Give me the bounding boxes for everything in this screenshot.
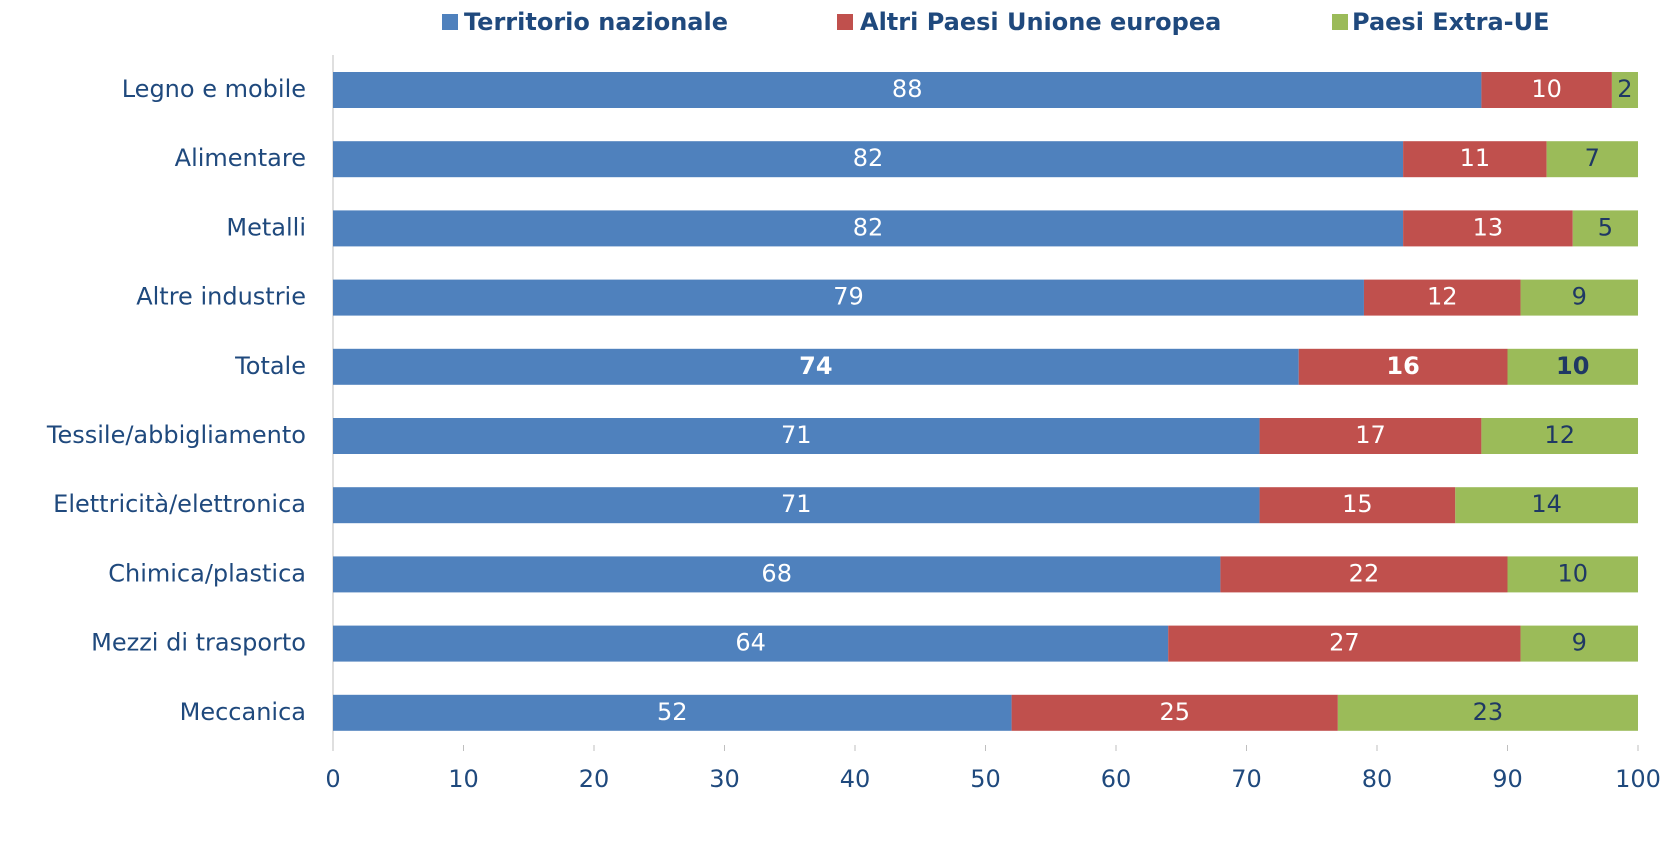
category-label: Tessile/abbigliamento <box>46 421 306 449</box>
bar-segment <box>1520 625 1638 662</box>
x-tick-label: 10 <box>448 765 479 793</box>
bar-segment <box>1403 210 1573 247</box>
category-label: Alimentare <box>175 144 306 172</box>
value-label: 68 <box>761 559 792 587</box>
legend-swatch <box>1332 14 1348 30</box>
category-label: Metalli <box>226 213 306 241</box>
value-label: 71 <box>781 490 812 518</box>
value-label: 16 <box>1386 352 1419 380</box>
bar-segment <box>1259 418 1482 454</box>
value-label: 10 <box>1557 559 1588 587</box>
value-label: 64 <box>735 629 766 657</box>
bar-segment <box>333 487 1260 524</box>
value-label: 17 <box>1355 421 1386 449</box>
bar-segment <box>333 279 1364 316</box>
value-label: 5 <box>1598 213 1613 241</box>
bar-segment <box>1572 210 1638 247</box>
value-label: 9 <box>1572 629 1587 657</box>
x-tick-label: 70 <box>1231 765 1262 793</box>
legend-label: Paesi Extra-UE <box>1352 8 1550 36</box>
legend-label: Territorio nazionale <box>464 8 728 36</box>
x-tick-label: 40 <box>840 765 871 793</box>
value-label: 15 <box>1342 490 1373 518</box>
value-label: 7 <box>1585 144 1600 172</box>
value-label: 88 <box>892 75 923 103</box>
value-label: 10 <box>1531 75 1562 103</box>
bar-segment <box>1168 625 1521 662</box>
x-tick-label: 20 <box>579 765 610 793</box>
x-tick-label: 80 <box>1362 765 1393 793</box>
value-label: 11 <box>1460 144 1491 172</box>
value-label: 82 <box>853 144 884 172</box>
bar-segment <box>1259 487 1456 524</box>
bar-segment <box>333 418 1260 454</box>
bar-segment <box>1220 556 1508 593</box>
legend-label: Altri Paesi Unione europea <box>860 8 1221 36</box>
bar-segment <box>1481 72 1612 108</box>
bar-segment <box>1403 141 1547 178</box>
value-label: 79 <box>833 283 864 311</box>
bar-segment <box>1363 279 1521 316</box>
bar-segment <box>333 210 1404 247</box>
value-label: 52 <box>657 698 688 726</box>
legend-swatch <box>837 14 853 30</box>
value-label: 2 <box>1617 75 1632 103</box>
bar-segment <box>1298 348 1508 385</box>
value-label: 13 <box>1473 213 1504 241</box>
bar-segment <box>1546 141 1638 178</box>
bar-segment <box>1611 72 1638 108</box>
value-label: 10 <box>1556 352 1589 380</box>
value-label: 12 <box>1544 421 1575 449</box>
value-label: 14 <box>1531 490 1562 518</box>
x-tick-label: 60 <box>1101 765 1132 793</box>
category-label: Legno e mobile <box>122 75 306 103</box>
value-label: 9 <box>1572 283 1587 311</box>
category-label: Elettricità/elettronica <box>53 490 306 518</box>
bar-segment <box>333 694 1012 731</box>
value-label: 22 <box>1349 559 1380 587</box>
category-label: Totale <box>234 352 306 380</box>
category-label: Altre industrie <box>136 283 306 311</box>
category-label: Mezzi di trasporto <box>91 629 306 657</box>
x-tick-label: 30 <box>709 765 740 793</box>
bar-segment <box>333 348 1299 385</box>
bar-segment <box>333 141 1404 178</box>
value-label: 27 <box>1329 629 1360 657</box>
value-label: 71 <box>781 421 812 449</box>
legend-swatch <box>442 14 458 30</box>
x-tick-label: 100 <box>1615 765 1661 793</box>
bar-segment <box>333 72 1482 108</box>
bar-segment <box>333 556 1221 593</box>
value-label: 82 <box>853 213 884 241</box>
bar-segment <box>1507 556 1638 593</box>
x-tick-label: 0 <box>325 765 340 793</box>
bar-segment <box>1455 487 1638 524</box>
category-label: Chimica/plastica <box>108 559 306 587</box>
bar-segment <box>1481 418 1638 454</box>
value-label: 23 <box>1473 698 1504 726</box>
bar-segment <box>1337 694 1638 731</box>
value-label: 25 <box>1159 698 1190 726</box>
bar-segment <box>333 625 1169 662</box>
x-tick-label: 50 <box>970 765 1001 793</box>
category-label: Meccanica <box>180 698 306 726</box>
x-tick-label: 90 <box>1492 765 1523 793</box>
value-label: 12 <box>1427 283 1458 311</box>
bar-segment <box>1011 694 1338 731</box>
bar-segment <box>1520 279 1638 316</box>
value-label: 74 <box>799 352 832 380</box>
bar-segment <box>1507 348 1638 385</box>
